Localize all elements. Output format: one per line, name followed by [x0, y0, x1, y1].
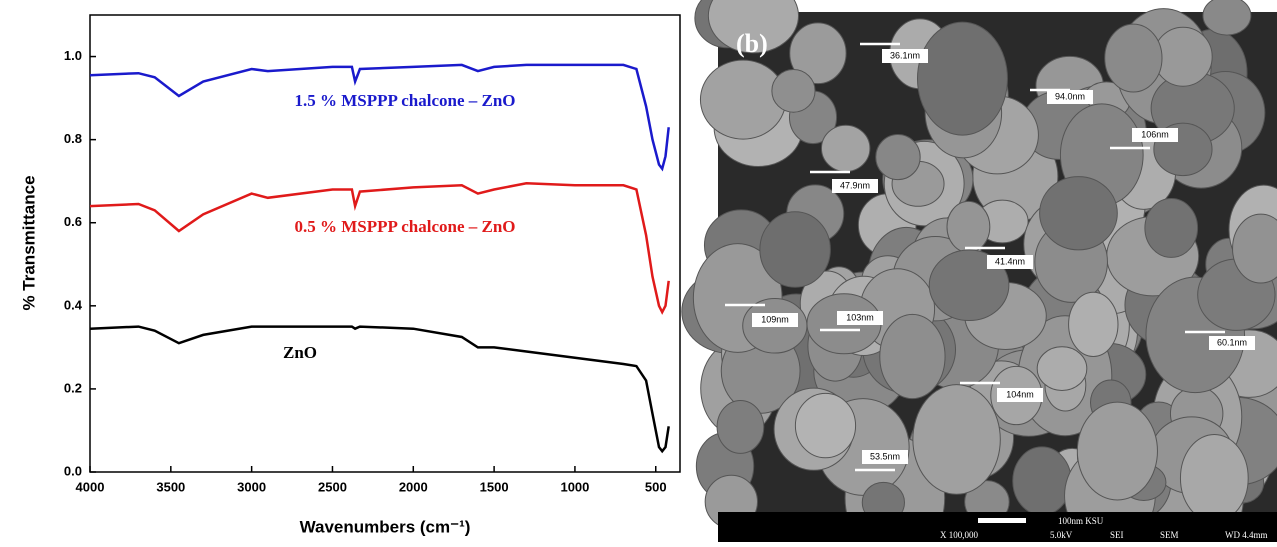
grain: [717, 400, 764, 453]
sem-footer-text: 100nm KSU: [1058, 516, 1104, 526]
grain: [1180, 434, 1248, 521]
x-axis-label: Wavenumbers (cm⁻¹): [300, 517, 471, 536]
measure-label: 94.0nm: [1055, 91, 1085, 101]
grain: [1037, 347, 1087, 391]
series-label: 0.5 % MSPPP chalcone – ZnO: [295, 217, 516, 236]
y-tick-label: 0.4: [64, 297, 83, 312]
grain: [772, 70, 815, 113]
series-line: [90, 183, 669, 312]
series-line: [90, 327, 669, 452]
sem-footer-text: WD 4.4mm: [1225, 530, 1268, 540]
measure-label: 47.9nm: [840, 180, 870, 190]
measure-label: 60.1nm: [1217, 337, 1247, 347]
grain: [1013, 447, 1071, 515]
grain: [1077, 402, 1157, 500]
x-tick-label: 3000: [237, 479, 266, 494]
series-label: ZnO: [283, 343, 317, 362]
grain: [1069, 292, 1118, 356]
measure-label: 36.1nm: [890, 50, 920, 60]
measure-label: 103nm: [846, 312, 874, 322]
grain: [1145, 199, 1198, 258]
grain: [821, 125, 869, 171]
x-tick-label: 3500: [156, 479, 185, 494]
measure-label: 109nm: [761, 314, 789, 324]
x-tick-label: 2000: [399, 479, 428, 494]
grain: [1154, 27, 1212, 86]
sem-footer-text: SEI: [1110, 530, 1124, 540]
grain: [760, 212, 830, 287]
grain: [1040, 177, 1118, 250]
measure-label: 53.5nm: [870, 451, 900, 461]
y-tick-label: 0.2: [64, 380, 82, 395]
grain: [700, 60, 785, 139]
y-tick-label: 1.0: [64, 48, 82, 63]
x-tick-label: 4000: [76, 479, 105, 494]
figure: % Transmittance Wavenumbers (cm⁻¹) (b) 36…: [0, 0, 1277, 542]
grain: [917, 22, 1007, 135]
grain: [1203, 0, 1251, 35]
panel-label: (b): [736, 29, 768, 58]
x-tick-label: 1000: [560, 479, 589, 494]
sem-footer-text: 5.0kV: [1050, 530, 1073, 540]
measure-label: 106nm: [1141, 129, 1169, 139]
y-axis-label: % Transmittance: [19, 175, 38, 310]
sem-image: (b) 36.1nm 94.0nm 106nm 47.9nm 41.4nm 109nm 103…: [682, 0, 1277, 542]
sem-footer: [718, 512, 1277, 542]
plot-frame: [90, 15, 680, 472]
x-tick-label: 2500: [318, 479, 347, 494]
measure-label: 41.4nm: [995, 256, 1025, 266]
measure-label: 104nm: [1006, 389, 1034, 399]
grain: [876, 135, 920, 180]
y-tick-label: 0.8: [64, 131, 82, 146]
grain: [947, 201, 990, 252]
sem-footer-text: X 100,000: [940, 530, 978, 540]
scale-bar: [978, 518, 1026, 523]
grain: [913, 385, 1000, 495]
grain: [795, 393, 855, 457]
sem-footer-text: SEM: [1160, 530, 1179, 540]
y-tick-label: 0.0: [64, 463, 82, 478]
series-label: 1.5 % MSPPP chalcone – ZnO: [295, 91, 516, 110]
page: {"chart_data": {"type": "line", "y_label…: [0, 0, 1277, 542]
x-tick-label: 500: [645, 479, 667, 494]
grain: [880, 314, 945, 398]
y-tick-label: 0.6: [64, 214, 82, 229]
grain: [1105, 24, 1162, 92]
series-line: [90, 65, 669, 169]
x-tick-label: 1500: [480, 479, 509, 494]
